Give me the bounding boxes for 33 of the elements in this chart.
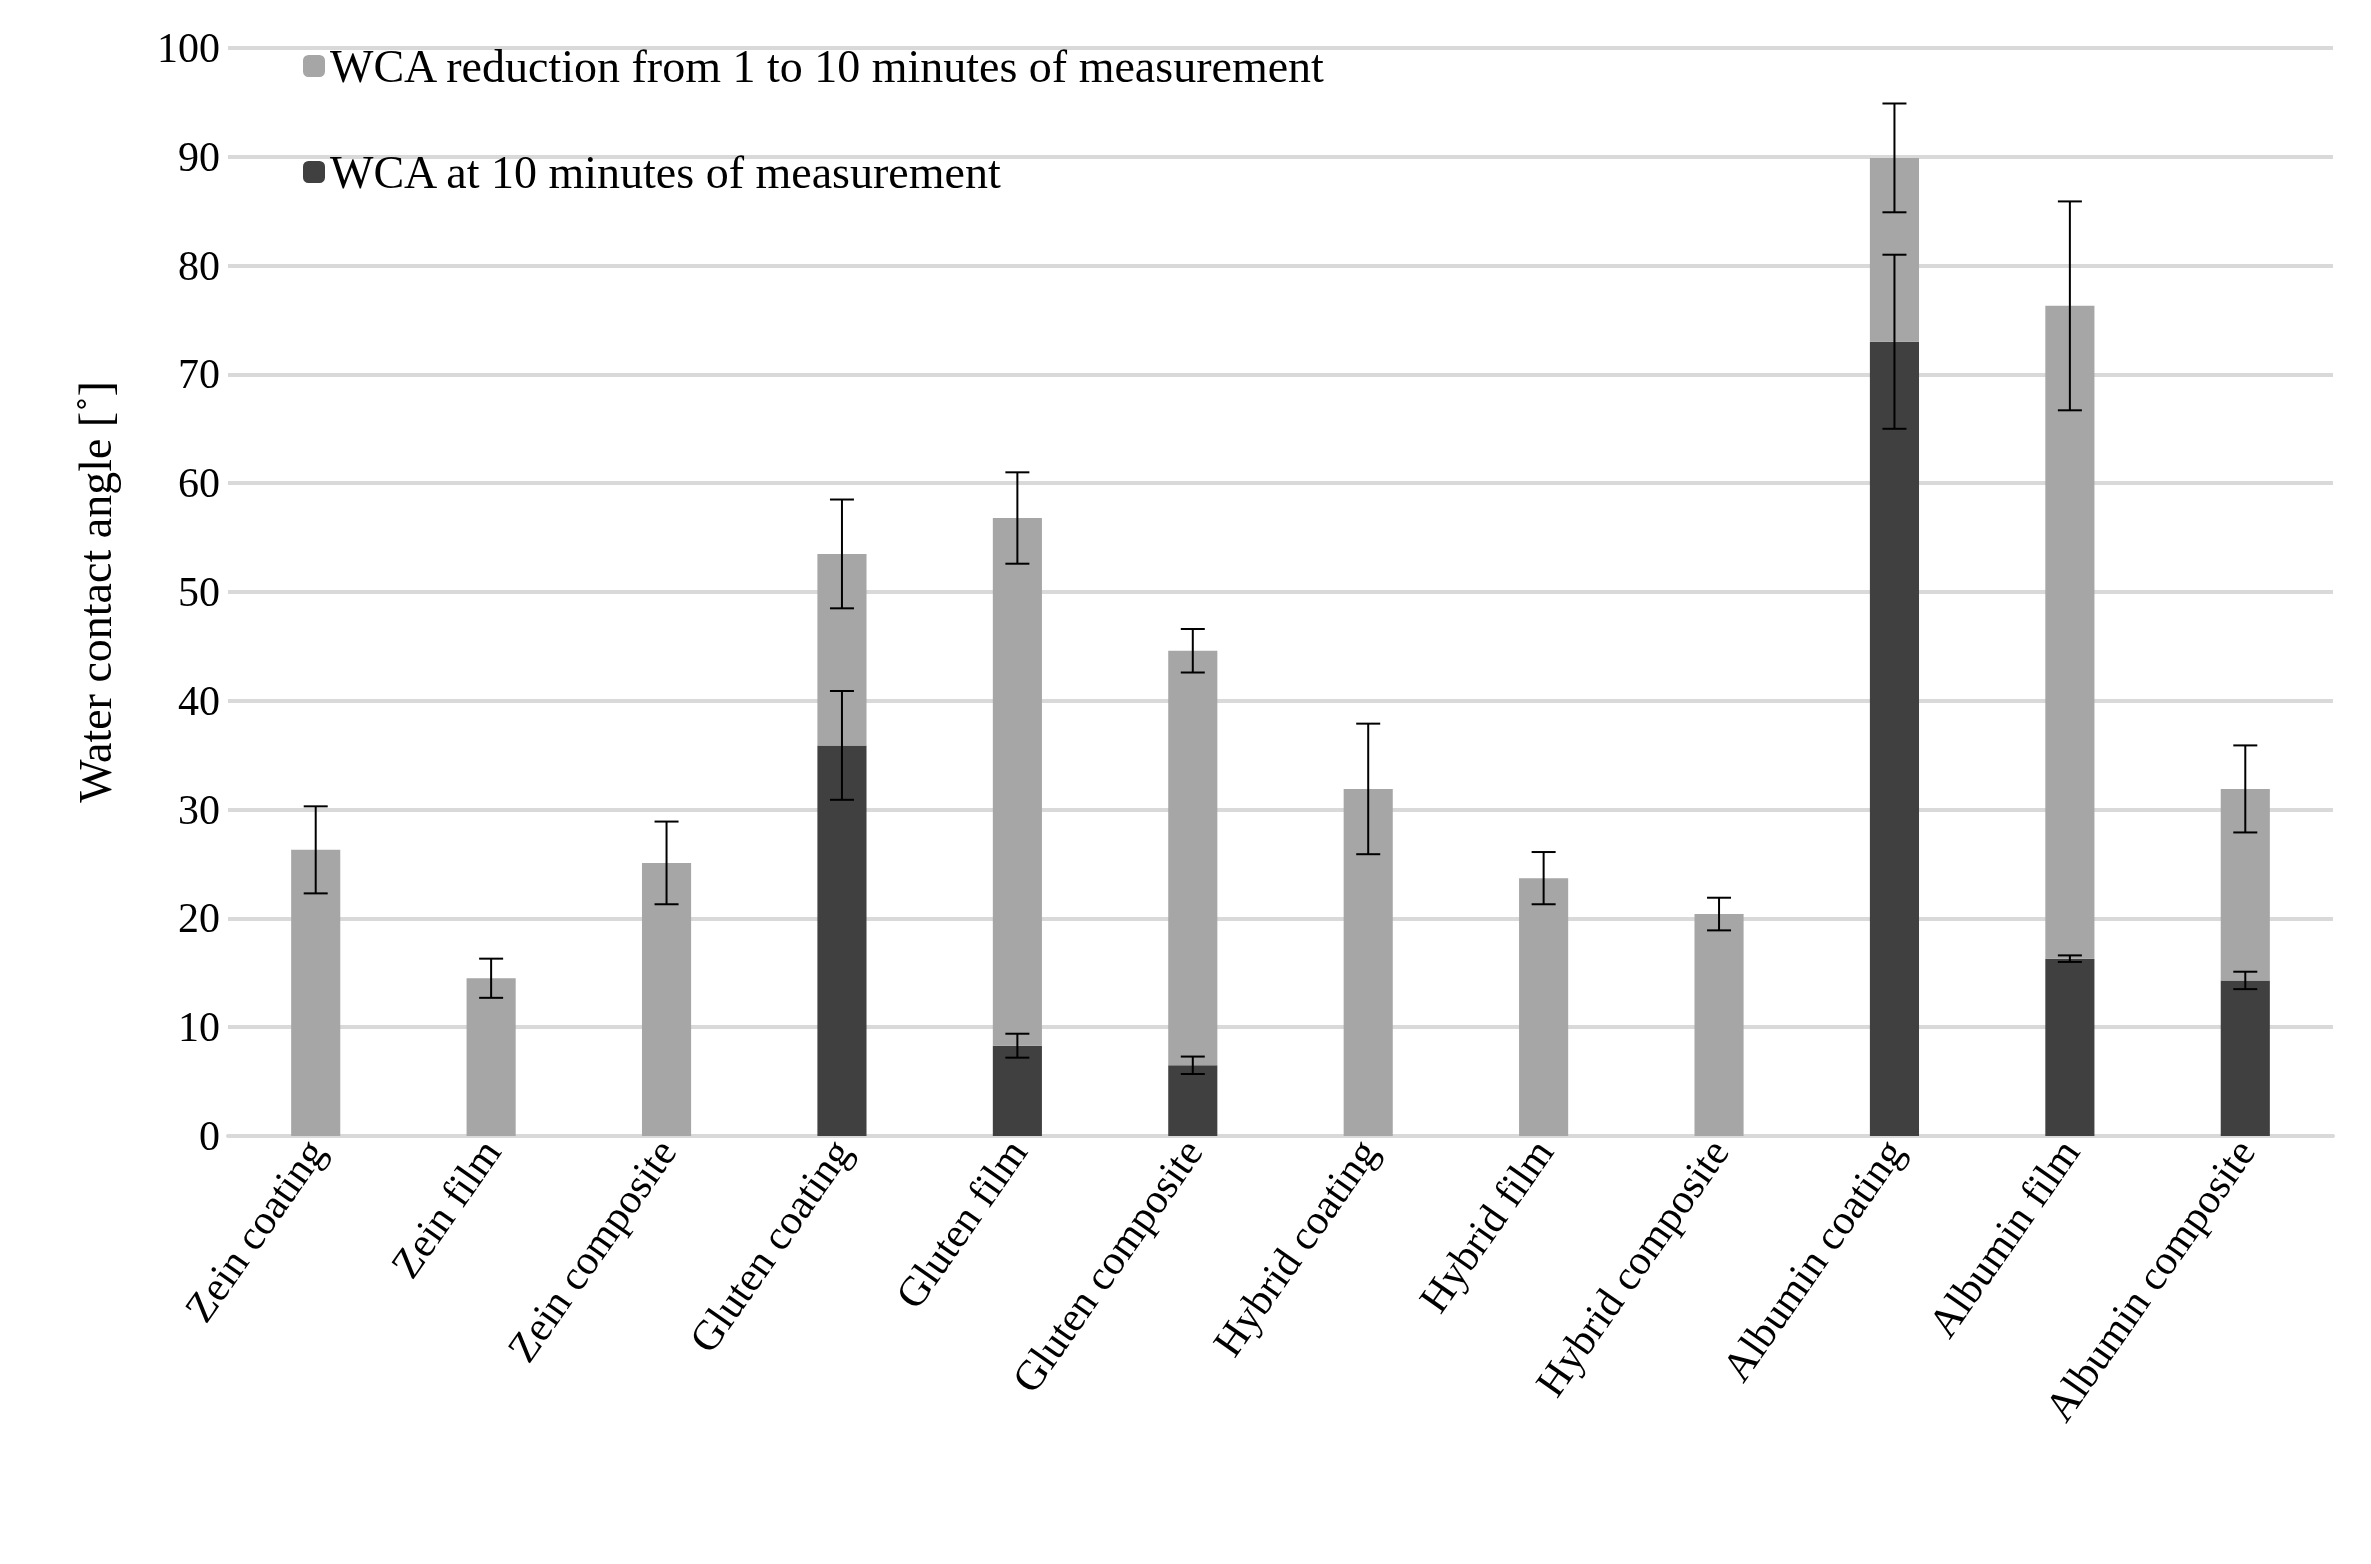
bar	[1869, 341, 1920, 1136]
bar	[2045, 958, 2095, 1136]
bar	[1694, 914, 1744, 1136]
y-tick-label: 40	[178, 677, 220, 724]
legend-label: WCA at 10 minutes of measurement	[330, 146, 1001, 198]
bar	[466, 978, 516, 1136]
y-tick-label: 60	[178, 460, 220, 507]
bar	[2045, 305, 2095, 959]
y-tick-label: 30	[178, 786, 220, 833]
bar	[817, 745, 867, 1136]
y-tick-label: 50	[178, 569, 220, 615]
bar	[1519, 878, 1569, 1136]
legend-label: WCA reduction from 1 to 10 minutes of measurement	[330, 40, 1325, 92]
bar	[992, 518, 1042, 1046]
bar	[817, 553, 867, 746]
bar	[2220, 980, 2270, 1136]
y-axis-title: Water contact angle [˚]	[69, 381, 121, 803]
y-tick-label: 90	[178, 133, 220, 180]
bar	[1168, 1065, 1218, 1136]
bar	[641, 862, 692, 1136]
bar	[2220, 788, 2270, 981]
y-tick-label: 80	[178, 242, 220, 289]
y-tick-label: 70	[178, 351, 220, 398]
y-tick-label: 100	[157, 25, 220, 71]
y-tick-label: 10	[178, 1004, 220, 1051]
bar	[1343, 788, 1393, 1136]
y-tick-label: 20	[178, 895, 220, 942]
x-tick-label: Zein film	[381, 1130, 511, 1287]
bar	[992, 1045, 1042, 1136]
bar	[1869, 157, 1920, 342]
y-tick-label: 0	[199, 1113, 220, 1159]
bar	[291, 849, 341, 1136]
bar	[1168, 650, 1218, 1066]
